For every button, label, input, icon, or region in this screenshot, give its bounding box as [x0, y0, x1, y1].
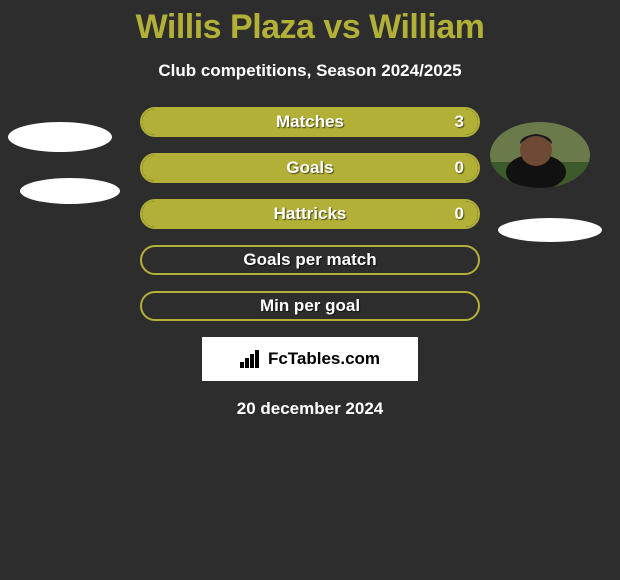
avatar-image-icon [490, 122, 590, 188]
stat-row-goals-per-match: Goals per match [140, 245, 480, 275]
stat-label: Min per goal [142, 293, 478, 319]
player2-badge-placeholder [498, 218, 602, 242]
page-subtitle: Club competitions, Season 2024/2025 [0, 61, 620, 81]
stat-row-matches: Matches 3 [140, 107, 480, 137]
stat-label: Matches [142, 109, 478, 135]
player1-badge-placeholder [20, 178, 120, 204]
page-title: Willis Plaza vs William [0, 0, 620, 47]
stat-label: Hattricks [142, 201, 478, 227]
stat-row-hattricks: Hattricks 0 [140, 199, 480, 229]
stat-row-goals: Goals 0 [140, 153, 480, 183]
date-label: 20 december 2024 [0, 399, 620, 419]
player1-avatar-placeholder [8, 122, 112, 152]
stat-value-right: 0 [455, 201, 464, 227]
stat-label: Goals per match [142, 247, 478, 273]
stat-value-right: 0 [455, 155, 464, 181]
stat-label: Goals [142, 155, 478, 181]
brand-badge[interactable]: FcTables.com [202, 337, 418, 381]
brand-text: FcTables.com [268, 349, 380, 369]
bars-chart-icon [240, 350, 262, 368]
stat-value-right: 3 [455, 109, 464, 135]
stat-row-min-per-goal: Min per goal [140, 291, 480, 321]
player2-avatar [490, 122, 590, 188]
